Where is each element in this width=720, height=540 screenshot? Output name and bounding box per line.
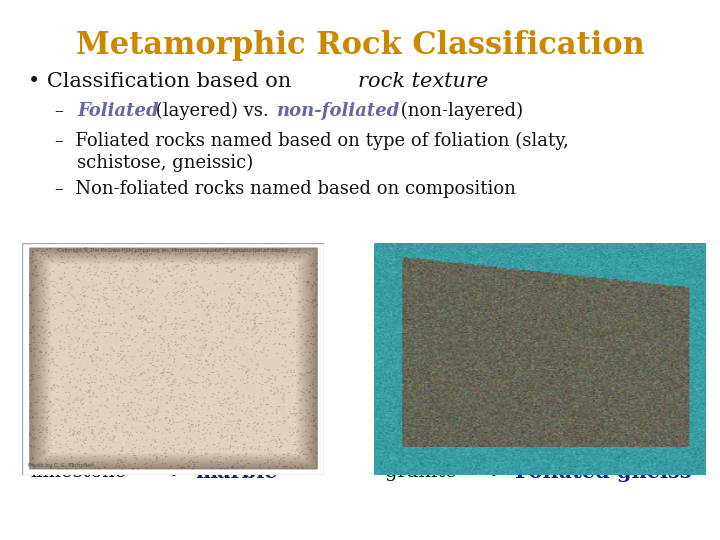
Text: –: – [55, 102, 76, 120]
Text: limestone: limestone [30, 463, 126, 481]
Text: (layered) vs.: (layered) vs. [150, 102, 274, 120]
Text: • Classification based on: • Classification based on [28, 72, 298, 91]
Text: Foliated: Foliated [77, 102, 158, 120]
Text: schistose, gneissic): schistose, gneissic) [77, 154, 253, 172]
Text: rock texture: rock texture [358, 72, 488, 91]
Text: non-foliated: non-foliated [277, 102, 400, 120]
Text: granite: granite [385, 463, 456, 481]
Text: Foliated gneiss: Foliated gneiss [515, 462, 691, 482]
Text: marble: marble [195, 462, 277, 482]
Text: Metamorphic Rock Classification: Metamorphic Rock Classification [76, 30, 644, 61]
Text: (non-layered): (non-layered) [395, 102, 523, 120]
Text: Copyright © The McGraw-Hill Companies, Inc. Permission required for reproduction: Copyright © The McGraw-Hill Companies, I… [58, 248, 288, 253]
Text: –  Non-foliated rocks named based on composition: – Non-foliated rocks named based on comp… [55, 180, 516, 198]
Text: –  Foliated rocks named based on type of foliation (slaty,: – Foliated rocks named based on type of … [55, 132, 569, 150]
Text: Photo by C. C. Plummer: Photo by C. C. Plummer [27, 463, 93, 468]
